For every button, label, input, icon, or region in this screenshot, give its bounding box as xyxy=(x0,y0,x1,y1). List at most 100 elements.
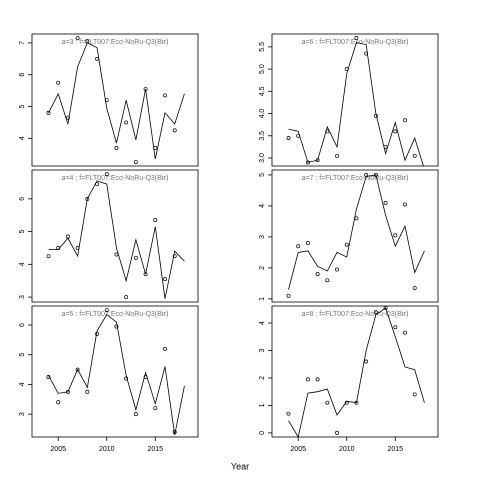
observed-point xyxy=(124,120,129,125)
observed-point xyxy=(104,308,109,313)
observed-point xyxy=(354,400,359,405)
observed-point xyxy=(143,87,148,91)
observed-point xyxy=(143,272,148,277)
y-tick-label: 5 xyxy=(19,230,26,234)
y-tick-label: 4 xyxy=(19,262,26,266)
plot-area xyxy=(286,306,425,437)
observed-point xyxy=(364,173,369,177)
observed-point xyxy=(133,255,138,260)
observed-point xyxy=(403,202,407,207)
fitted-line xyxy=(288,174,425,290)
observed-point xyxy=(412,392,417,397)
y-tick-label: 1 xyxy=(259,297,266,301)
panel-frame xyxy=(31,169,199,303)
y-tick-label: 5.5 xyxy=(259,42,266,52)
y-tick-label: 4 xyxy=(259,321,266,325)
y-tick-label: 4.0 xyxy=(259,109,266,119)
fitted-line xyxy=(288,41,424,166)
fitted-line xyxy=(48,180,185,299)
observed-point xyxy=(403,330,407,335)
observed-point xyxy=(393,129,398,134)
y-tick-label: 5 xyxy=(259,173,266,177)
observed-point xyxy=(373,310,378,314)
observed-point xyxy=(286,293,291,298)
x-tick-label: 2015 xyxy=(387,446,403,453)
y-tick-label: 3 xyxy=(259,348,266,352)
panel-title: a=7 : f=FLT007:Eco-NoRu-Q3(Btr) xyxy=(302,175,409,182)
observed-point xyxy=(315,272,320,277)
observed-point xyxy=(373,173,378,177)
y-tick-label: 5 xyxy=(19,104,26,108)
y-tick-label: 2 xyxy=(259,266,266,270)
observed-point xyxy=(315,377,320,382)
observed-point xyxy=(383,200,388,205)
panel-title: a=6 : f=FLT007:Eco-NoRu-Q3(Btr) xyxy=(302,39,409,46)
fitted-line xyxy=(48,42,185,160)
y-tick-label: 0 xyxy=(259,431,266,435)
observed-point xyxy=(354,216,359,221)
observed-point xyxy=(163,277,167,282)
y-tick-label: 5.0 xyxy=(259,64,266,74)
observed-point xyxy=(344,242,349,247)
panel-frame xyxy=(271,305,439,438)
y-tick-label: 3 xyxy=(259,235,266,239)
panel-title: a=8 : f=FLT007:Eco-NoRu-Q3(Btr) xyxy=(302,311,409,318)
observed-point xyxy=(56,246,61,250)
plot-area xyxy=(46,36,185,165)
y-tick-label: 4.5 xyxy=(259,86,266,96)
observed-point xyxy=(344,67,349,72)
observed-point xyxy=(354,36,359,40)
observed-point xyxy=(305,241,310,246)
y-tick-label: 5 xyxy=(19,353,26,357)
observed-point xyxy=(95,182,99,187)
y-tick-label: 6 xyxy=(19,323,26,327)
observed-point xyxy=(95,56,99,61)
observed-point xyxy=(172,254,177,259)
observed-point xyxy=(153,145,158,150)
observed-point xyxy=(412,286,417,291)
x-axis-label: Year xyxy=(231,461,249,471)
y-tick-label: 1 xyxy=(259,403,266,407)
observed-point xyxy=(75,36,80,41)
observed-point xyxy=(104,98,109,103)
observed-point xyxy=(344,400,349,405)
observed-point xyxy=(85,39,90,44)
observed-point xyxy=(114,145,119,150)
observed-point xyxy=(305,160,310,165)
x-tick-label: 2010 xyxy=(99,446,115,453)
observed-point xyxy=(75,367,80,372)
observed-point xyxy=(172,430,177,434)
y-tick-label: 6 xyxy=(19,73,26,77)
observed-point xyxy=(163,346,167,351)
panel-frame xyxy=(271,33,439,167)
observed-point xyxy=(56,400,61,405)
observed-point xyxy=(46,110,51,115)
y-tick-label: 3 xyxy=(19,412,26,416)
panel-title: a=4 : f=FLT007:Eco-NoRu-Q3(Btr) xyxy=(62,175,169,182)
observed-point xyxy=(65,115,70,120)
y-tick-label: 7 xyxy=(19,41,26,45)
observed-point xyxy=(46,375,51,379)
panel-frame xyxy=(271,169,439,303)
observed-point xyxy=(172,128,177,133)
observed-point xyxy=(364,359,369,364)
observed-point xyxy=(124,376,129,381)
observed-point xyxy=(412,153,417,158)
observed-point xyxy=(85,196,90,201)
panel-title: a=3 : f=FLT007:Eco-NoRu-Q3(Btr) xyxy=(62,39,169,46)
observed-point xyxy=(114,324,119,329)
observed-point xyxy=(56,80,61,85)
observed-point xyxy=(383,144,388,149)
observed-point xyxy=(403,118,407,123)
observed-point xyxy=(65,389,70,394)
x-tick-label: 2005 xyxy=(290,446,306,453)
y-tick-label: 6 xyxy=(19,197,26,201)
y-tick-label: 4 xyxy=(259,204,266,208)
observed-point xyxy=(393,233,398,238)
y-tick-label: 3.5 xyxy=(259,131,266,141)
x-tick-label: 2015 xyxy=(147,446,163,453)
observed-point xyxy=(46,254,51,259)
observed-point xyxy=(335,153,339,158)
observed-point xyxy=(296,133,301,138)
